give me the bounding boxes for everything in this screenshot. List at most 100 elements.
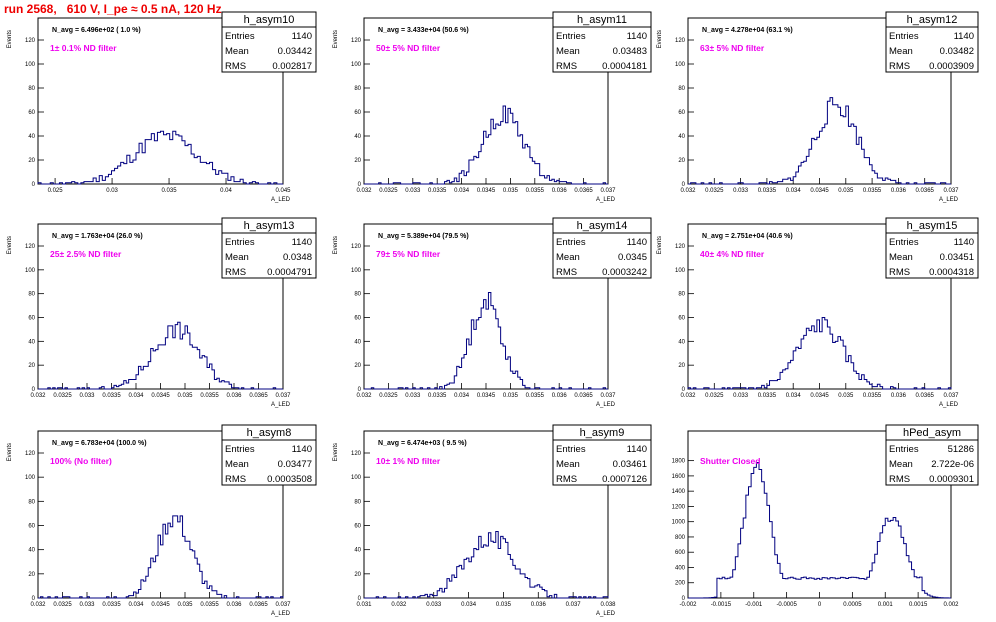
y-tick-label: 100 — [25, 268, 36, 274]
stats-label: RMS — [889, 267, 910, 278]
y-tick-label: 100 — [351, 62, 362, 68]
stats-value: 0.0004181 — [602, 61, 647, 72]
x-tick-label: 0.045 — [275, 188, 291, 194]
x-tick-label: 0.037 — [600, 188, 616, 194]
x-tick-label: 0.036 — [891, 393, 907, 399]
x-tick-label: 0 — [818, 602, 822, 608]
y-tick-label: 100 — [675, 268, 686, 274]
stats-value: 1140 — [954, 237, 974, 248]
x-tick-label: 0.034 — [461, 602, 477, 608]
y-axis-label: Events — [333, 30, 339, 48]
stats-label: Mean — [556, 459, 580, 470]
x-tick-label: 0.032 — [30, 393, 46, 399]
x-tick-label: 0.034 — [128, 393, 144, 399]
x-tick-label: 0.037 — [943, 188, 959, 194]
stats-box — [552, 217, 652, 279]
navg-label: N_avg = 6.474e+03 ( 9.5 %) — [378, 440, 467, 447]
x-tick-label: 0.0345 — [151, 602, 170, 608]
x-tick-label: 0.034 — [454, 393, 470, 399]
y-tick-label: 1000 — [672, 520, 686, 526]
y-tick-label: 100 — [351, 475, 362, 481]
hist-name: h_asym15 — [907, 220, 958, 232]
x-tick-label: 0.033 — [733, 393, 749, 399]
filter-label: 40± 4% ND filter — [700, 249, 765, 259]
stats-value: 1140 — [954, 31, 974, 42]
y-tick-label: 60 — [354, 316, 361, 322]
hist-name: h_asym13 — [244, 220, 295, 232]
histogram-line — [364, 531, 609, 599]
x-tick-label: 0.036 — [226, 393, 242, 399]
x-axis-label: A_LED — [939, 402, 959, 408]
x-tick-label: -0.001 — [745, 602, 763, 608]
y-tick-label: 1800 — [672, 459, 686, 465]
y-tick-label: 60 — [354, 110, 361, 116]
y-tick-label: 120 — [351, 451, 362, 457]
x-tick-label: 0.0355 — [200, 393, 219, 399]
stats-value: 0.0004791 — [267, 267, 312, 278]
x-tick-label: 0.038 — [600, 602, 616, 608]
stats-label: Entries — [556, 31, 586, 42]
stats-value: 1140 — [627, 444, 647, 455]
stats-value: 2.722e-06 — [931, 459, 974, 470]
y-tick-label: 20 — [678, 363, 685, 369]
x-tick-label: -0.0015 — [711, 602, 732, 608]
navg-label: N_avg = 1.763e+04 (26.0 %) — [52, 233, 143, 240]
x-tick-label: 0.033 — [426, 602, 442, 608]
y-tick-label: 120 — [25, 38, 36, 44]
y-tick-label: 120 — [351, 244, 362, 250]
stats-value: 0.0348 — [283, 252, 312, 263]
x-axis-label: A_LED — [271, 611, 291, 617]
x-tick-label: 0.0335 — [102, 393, 121, 399]
histogram-line — [688, 461, 951, 599]
y-tick-label: 80 — [678, 292, 685, 298]
y-tick-label: 80 — [28, 86, 35, 92]
x-tick-label: 0.033 — [405, 393, 421, 399]
x-tick-label: 0.035 — [496, 602, 512, 608]
histogram-line — [688, 97, 951, 185]
y-tick-label: 0 — [32, 596, 36, 602]
y-tick-label: 120 — [351, 38, 362, 44]
y-tick-label: 80 — [354, 499, 361, 505]
navg-label: N_avg = 3.433e+04 (50.6 %) — [378, 27, 469, 34]
x-tick-label: 0.037 — [275, 602, 291, 608]
stats-value: 1140 — [627, 31, 647, 42]
y-tick-label: 40 — [28, 548, 35, 554]
x-tick-label: 0.035 — [162, 188, 178, 194]
x-tick-label: 0.0015 — [909, 602, 928, 608]
y-tick-label: 80 — [354, 292, 361, 298]
y-tick-label: 1200 — [672, 504, 686, 510]
x-tick-label: 0.035 — [177, 393, 193, 399]
y-tick-label: 40 — [354, 548, 361, 554]
hist-name: h_asym11 — [577, 14, 627, 26]
x-axis-label: A_LED — [939, 197, 959, 203]
x-tick-label: 0.035 — [838, 188, 854, 194]
stats-value: 0.03477 — [278, 459, 312, 470]
y-axis-label: Events — [657, 30, 663, 48]
x-tick-label: 0.034 — [454, 188, 470, 194]
x-tick-label: 0.0355 — [526, 393, 545, 399]
x-tick-label: 0.037 — [275, 393, 291, 399]
x-tick-label: 0.031 — [356, 602, 372, 608]
x-tick-label: 0.0365 — [916, 188, 935, 194]
stats-label: RMS — [225, 474, 246, 485]
y-tick-label: 0 — [682, 182, 686, 188]
x-tick-label: 0.04 — [220, 188, 232, 194]
stats-label: RMS — [225, 267, 246, 278]
y-tick-label: 0 — [32, 182, 36, 188]
x-tick-label: 0.037 — [566, 602, 582, 608]
y-tick-label: 100 — [25, 475, 36, 481]
y-tick-label: 600 — [675, 550, 686, 556]
stats-label: Entries — [556, 237, 586, 248]
x-tick-label: 0.0365 — [249, 602, 268, 608]
navg-label: N_avg = 4.278e+04 (63.1 %) — [702, 27, 793, 34]
stats-box — [552, 11, 652, 73]
y-tick-label: 100 — [25, 62, 36, 68]
x-tick-label: 0.0355 — [526, 188, 545, 194]
stats-value: 0.03461 — [613, 459, 647, 470]
stats-label: RMS — [889, 61, 910, 72]
y-tick-label: 200 — [675, 581, 686, 587]
hist-name: h_asym10 — [244, 14, 295, 26]
hist-name: hPed_asym — [903, 427, 961, 439]
x-tick-label: 0.0365 — [249, 393, 268, 399]
x-tick-label: 0.032 — [391, 602, 407, 608]
